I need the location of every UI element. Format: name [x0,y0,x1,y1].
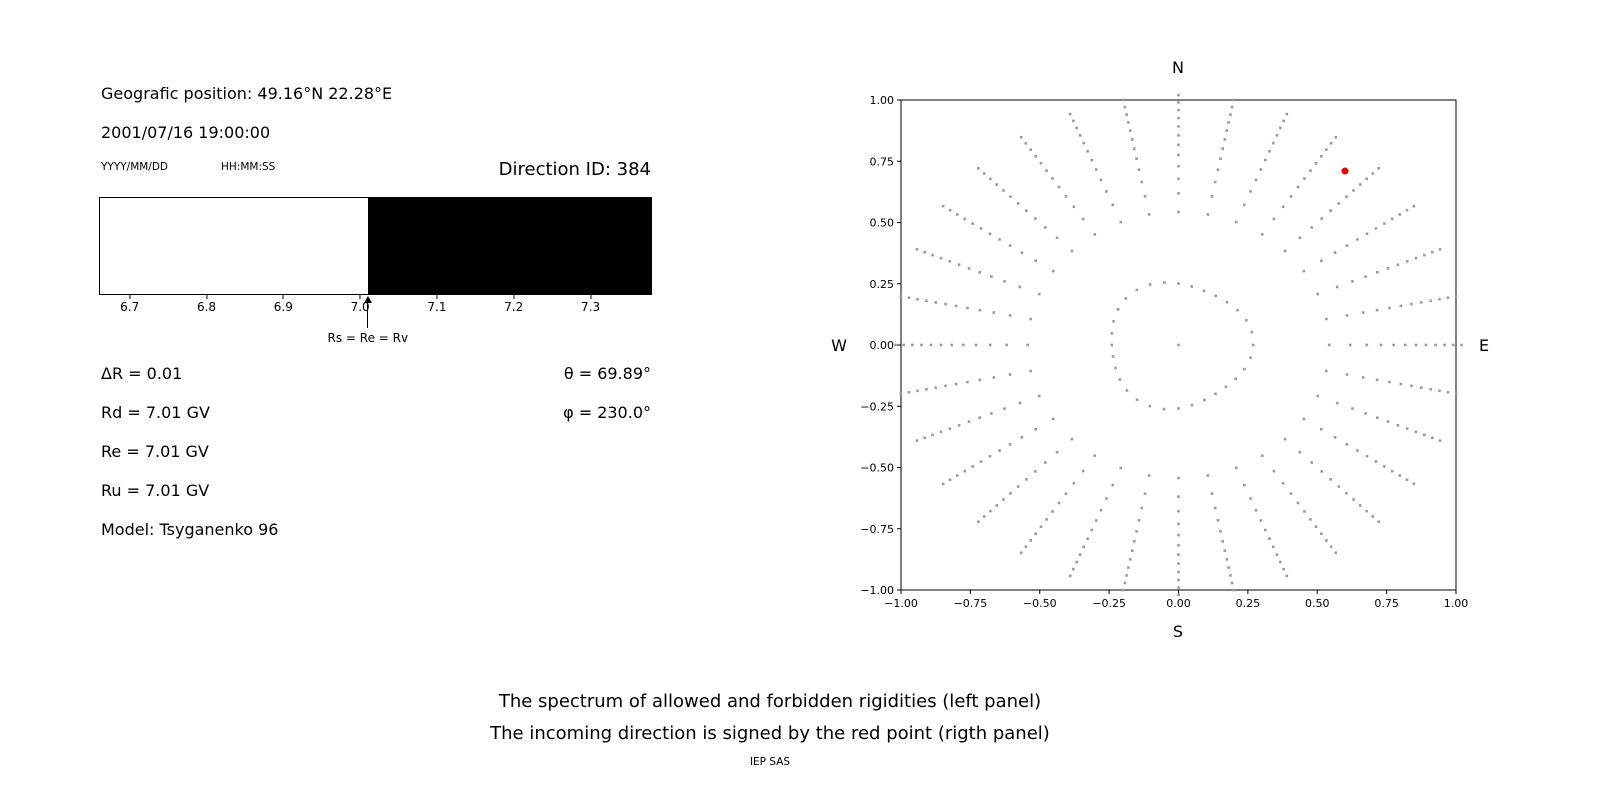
x-tick-label: 0.25 [1236,597,1261,610]
compass-east-label: E [1478,336,1490,355]
forbidden-region [367,198,651,294]
theta-label: θ = 69.89° [563,364,651,383]
direction-id-label: Direction ID: 384 [498,159,651,180]
x-tick-label: 0.75 [1374,597,1399,610]
direction-plot: −1.00 −0.75 −0.50 −0.25 0.00 0.25 0.50 0.75 1.00… [820,50,1520,670]
spectrum-tick-label: 6.8 [196,300,217,314]
x-ticks: −1.00 −0.75 −0.50 −0.25 0.00 0.25 0.50 0.75 1.00 [884,590,1468,610]
x-tick-label: −1.00 [884,597,918,610]
spectrum-tick: 7.0 [351,295,370,314]
model-label: Model: Tsyganenko 96 [101,520,279,539]
spectrum-bar [99,197,652,295]
spectrum-tick-label: 6.9 [273,300,293,314]
y-tick-label: −0.25 [860,400,894,413]
x-tick-label: 1.00 [1444,597,1469,610]
time-format-label: HH:MM:SS [221,161,276,173]
x-tick-label: 0.50 [1305,597,1330,610]
direction-plot-svg: −1.00 −0.75 −0.50 −0.25 0.00 0.25 0.50 0.75 1.00… [860,93,1468,610]
red-point [1341,167,1349,175]
arrow-line [367,303,369,328]
spectrum-tick: 6.8 [197,295,216,314]
phi-label: φ = 230.0° [563,403,651,422]
spectrum-tick: 6.9 [274,295,293,314]
arrow-up-icon [363,296,372,303]
spectrum-tick: 6.7 [120,295,139,314]
delta-r-label: ΔR = 0.01 [101,364,183,383]
spectrum-tick-label: 7.1 [427,300,447,314]
spectrum-tick-label: 7.3 [581,300,601,314]
y-tick-label: 0.25 [870,278,895,291]
geo-position-label: Geografic position: 49.16°N 22.28°E [101,84,393,103]
rd-label: Rd = 7.01 GV [101,403,210,422]
datetime-label: 2001/07/16 19:00:00 [101,123,271,142]
caption-line1: The spectrum of allowed and forbidden ri… [498,691,1042,712]
date-format-label: YYYY/MM/DD [101,161,169,173]
y-tick-label: −0.50 [860,462,894,475]
asymptotic-dots [894,93,1463,597]
y-tick-label: −0.75 [860,523,894,536]
spectrum-tick: 7.3 [581,295,600,314]
x-tick-label: 0.00 [1166,597,1191,610]
ru-label: Ru = 7.01 GV [101,481,210,500]
spectrum-tick: 7.1 [427,295,446,314]
x-tick-label: −0.50 [1023,597,1057,610]
credit-label: IEP SAS [749,756,791,768]
spectrum-tick-label: 6.7 [120,300,140,314]
re-label: Re = 7.01 GV [101,442,209,461]
y-tick-label: −1.00 [860,584,894,597]
y-ticks: 1.00 0.75 0.50 0.25 0.00 −0.25 −0.50 −0.75 −1.00 [860,94,901,597]
x-tick-label: −0.75 [954,597,988,610]
caption-line2: The incoming direction is signed by the … [490,723,1050,744]
y-tick-label: 0.75 [870,155,895,168]
spectrum-tick-label: 7.2 [504,300,524,314]
spectrum-ticks: 6.7 6.8 6.9 7.0 7.1 7.2 7.3 [99,295,652,315]
parameters-block: ΔR = 0.01 Rd = 7.01 GV Re = 7.01 GV Ru =… [101,354,278,549]
caption-block: The spectrum of allowed and forbidden ri… [0,686,1540,768]
boundary-arrow-label: Rs = Re = Rv [327,331,409,345]
spectrum-chart: 6.7 6.8 6.9 7.0 7.1 7.2 7.3 Rs = Re = Rv [99,197,652,357]
y-tick-label: 1.00 [870,94,895,107]
y-tick-label: 0.50 [870,217,895,230]
compass-west-label: W [831,336,847,355]
boundary-arrow [363,296,372,328]
spectrum-tick-label: 7.0 [350,300,370,314]
spectrum-tick: 7.2 [504,295,523,314]
angles-block: θ = 69.89° φ = 230.0° [460,354,651,432]
compass-north-label: N [1172,58,1184,77]
y-tick-label: 0.00 [870,339,895,352]
x-tick-label: −0.25 [1092,597,1126,610]
compass-south-label: S [1172,622,1184,641]
